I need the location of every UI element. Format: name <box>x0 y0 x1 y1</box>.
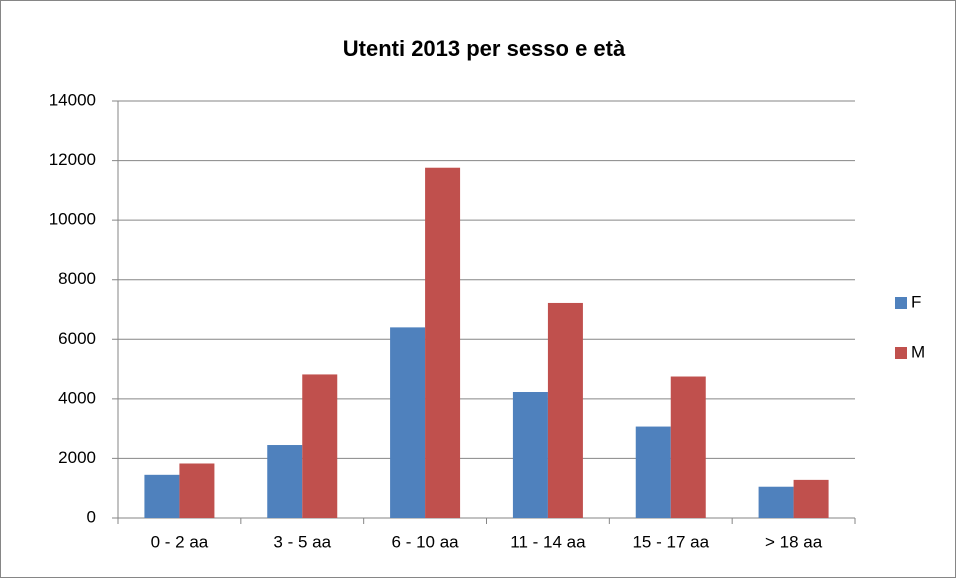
chart-title: Utenti 2013 per sesso e età <box>343 36 626 61</box>
bar <box>512 392 548 518</box>
y-tick-label: 10000 <box>49 210 96 229</box>
bar <box>302 374 338 518</box>
y-tick-label: 0 <box>87 507 96 526</box>
y-tick-label: 12000 <box>49 150 96 169</box>
bar <box>635 426 671 518</box>
y-tick-label: 2000 <box>58 448 96 467</box>
bar <box>267 445 303 518</box>
y-tick-label: 4000 <box>58 388 96 407</box>
legend-label: F <box>911 292 921 311</box>
x-tick-label: 11 - 14 aa <box>510 532 586 551</box>
bar <box>390 327 426 518</box>
bar <box>758 486 794 518</box>
bar <box>547 302 583 518</box>
y-tick-label: 8000 <box>58 269 96 288</box>
x-tick-label: 0 - 2 aa <box>151 532 209 551</box>
bar <box>425 167 461 518</box>
bar <box>670 376 706 518</box>
bar <box>179 463 215 518</box>
legend-swatch <box>895 297 907 309</box>
legend-swatch <box>895 347 907 359</box>
bar <box>144 474 180 518</box>
x-tick-label: 15 - 17 aa <box>632 532 709 551</box>
x-tick-label: > 18 aa <box>765 532 823 551</box>
x-tick-label: 3 - 5 aa <box>273 532 331 551</box>
legend-label: M <box>911 342 925 361</box>
x-tick-label: 6 - 10 aa <box>392 532 460 551</box>
bar <box>793 479 829 518</box>
y-tick-label: 6000 <box>58 329 96 348</box>
y-tick-label: 14000 <box>49 90 96 109</box>
